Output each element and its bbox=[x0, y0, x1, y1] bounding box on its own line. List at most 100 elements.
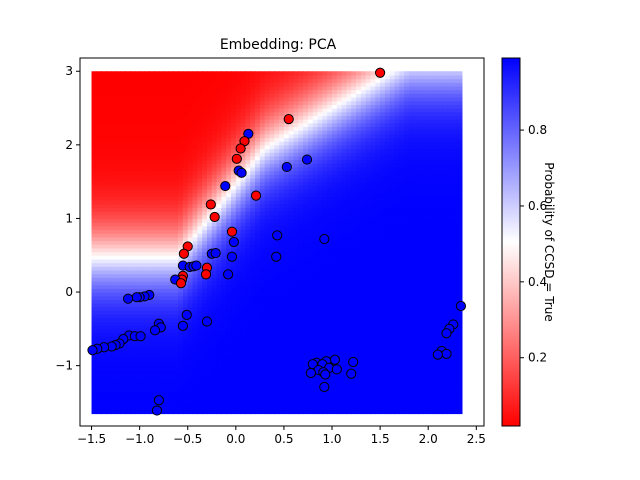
field-cell bbox=[307, 236, 314, 242]
field-cell bbox=[274, 104, 280, 109]
field-cell bbox=[216, 144, 222, 150]
field-cell bbox=[206, 402, 213, 407]
field-cell bbox=[303, 310, 309, 315]
field-cell bbox=[240, 108, 247, 113]
field-cell bbox=[96, 262, 102, 267]
field-cell bbox=[221, 373, 227, 378]
field-cell bbox=[110, 317, 117, 323]
field-cell bbox=[197, 225, 203, 231]
field-cell bbox=[206, 218, 213, 223]
field-cell bbox=[346, 207, 352, 212]
field-cell bbox=[346, 225, 352, 231]
field-cell bbox=[235, 119, 242, 124]
field-cell bbox=[130, 409, 136, 415]
field-cell bbox=[226, 166, 232, 172]
field-cell bbox=[312, 321, 319, 326]
field-cell bbox=[192, 211, 198, 216]
field-cell bbox=[245, 104, 251, 109]
field-cell bbox=[312, 343, 319, 348]
field-cell bbox=[91, 306, 97, 312]
field-cell bbox=[221, 111, 227, 117]
field-cell bbox=[307, 273, 314, 278]
field-cell bbox=[154, 358, 160, 363]
field-cell bbox=[231, 358, 237, 363]
field-cell bbox=[303, 343, 309, 348]
field-cell bbox=[312, 269, 319, 275]
field-cell bbox=[327, 376, 333, 381]
field-cell bbox=[288, 369, 295, 374]
field-cell bbox=[139, 284, 146, 289]
field-cell bbox=[303, 358, 309, 363]
field-cell bbox=[231, 148, 237, 153]
field-cell bbox=[173, 358, 179, 363]
field-cell bbox=[346, 247, 352, 253]
field-cell bbox=[134, 321, 141, 326]
field-cell bbox=[283, 343, 290, 348]
field-cell bbox=[125, 141, 131, 146]
field-cell bbox=[332, 163, 338, 168]
field-cell bbox=[332, 170, 338, 175]
field-cell bbox=[120, 387, 126, 393]
field-cell bbox=[221, 122, 227, 128]
field-cell bbox=[255, 251, 261, 256]
field-cell bbox=[264, 122, 271, 128]
field-cell bbox=[202, 406, 208, 411]
field-cell bbox=[125, 365, 131, 370]
field-cell bbox=[192, 97, 198, 102]
field-cell bbox=[269, 89, 275, 94]
field-cell bbox=[293, 332, 299, 337]
field-cell bbox=[231, 177, 237, 183]
field-cell bbox=[259, 100, 266, 105]
field-cell bbox=[197, 269, 203, 275]
field-cell bbox=[105, 361, 112, 367]
field-cell bbox=[192, 321, 198, 326]
field-cell bbox=[322, 100, 328, 105]
field-cell bbox=[163, 354, 170, 359]
field-cell bbox=[240, 152, 247, 157]
field-cell bbox=[317, 244, 323, 249]
field-cell bbox=[317, 262, 323, 267]
field-cell bbox=[317, 185, 323, 190]
field-cell bbox=[187, 317, 194, 323]
field-cell bbox=[279, 288, 285, 293]
field-cell bbox=[327, 159, 333, 164]
field-cell bbox=[250, 277, 256, 282]
field-cell bbox=[206, 78, 213, 83]
field-cell bbox=[231, 100, 237, 105]
field-cell bbox=[154, 244, 160, 249]
field-cell bbox=[269, 222, 275, 227]
field-cell bbox=[274, 159, 280, 164]
field-cell bbox=[307, 148, 314, 153]
field-cell bbox=[298, 85, 304, 91]
field-cell bbox=[206, 336, 213, 341]
field-cell bbox=[327, 85, 333, 91]
field-cell bbox=[182, 222, 189, 227]
field-cell bbox=[264, 402, 271, 407]
field-cell bbox=[211, 108, 218, 113]
field-cell bbox=[154, 336, 160, 341]
field-cell bbox=[327, 299, 333, 304]
field-cell bbox=[168, 365, 174, 370]
field-cell bbox=[91, 269, 97, 275]
field-cell bbox=[221, 119, 227, 124]
field-cell bbox=[341, 269, 348, 275]
field-cell bbox=[149, 321, 155, 326]
field-cell bbox=[130, 159, 136, 164]
field-cell bbox=[125, 244, 131, 249]
field-cell bbox=[134, 380, 141, 385]
field-cell bbox=[173, 200, 179, 205]
field-cell bbox=[341, 303, 348, 308]
field-cell bbox=[336, 332, 343, 337]
field-cell bbox=[279, 189, 285, 194]
field-cell bbox=[269, 115, 275, 120]
field-cell bbox=[327, 104, 333, 109]
field-cell bbox=[288, 93, 295, 98]
field-cell bbox=[216, 119, 222, 124]
field-cell bbox=[250, 211, 256, 216]
field-cell bbox=[149, 314, 155, 319]
field-cell bbox=[101, 155, 107, 161]
field-cell bbox=[288, 133, 295, 139]
field-cell bbox=[211, 137, 218, 142]
field-cell bbox=[293, 325, 299, 330]
field-cell bbox=[312, 111, 319, 117]
